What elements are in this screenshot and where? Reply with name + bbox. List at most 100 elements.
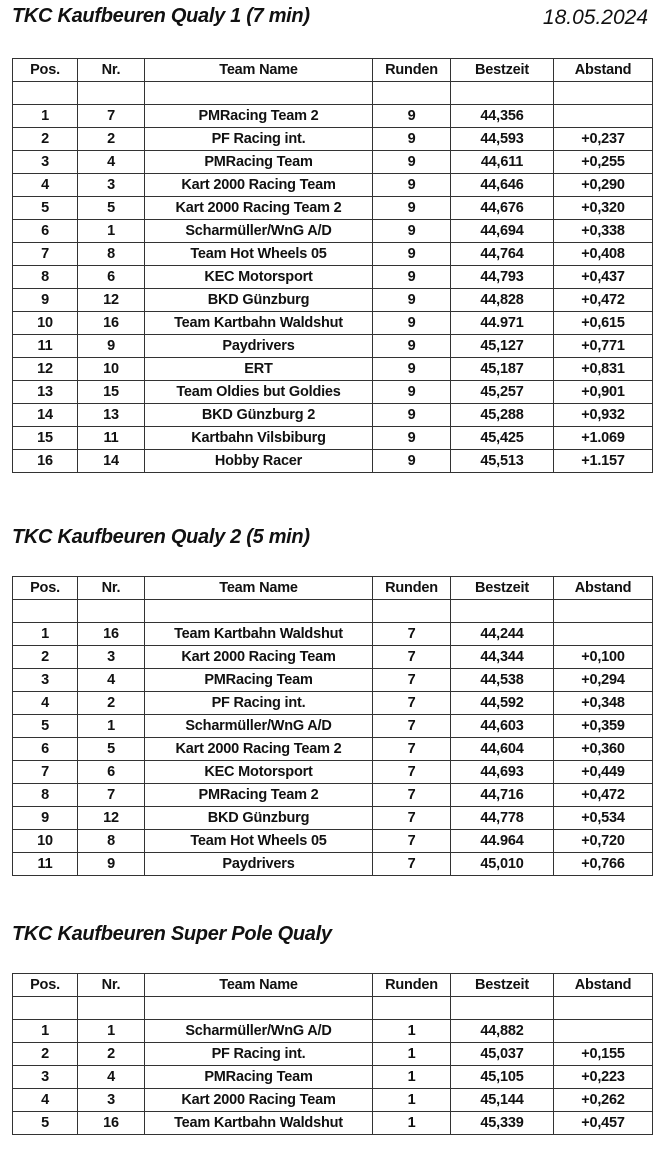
cell-pos: 16 (12, 449, 78, 473)
blank-cell (12, 81, 78, 105)
cell-pos: 3 (12, 1065, 78, 1089)
cell-nr: 16 (77, 1111, 145, 1135)
table-row: 12 10 ERT 9 45,187 +0,831 (12, 357, 653, 381)
cell-nr: 3 (77, 173, 145, 197)
cell-nr: 4 (77, 150, 145, 174)
cell-pos: 1 (12, 1019, 78, 1043)
cell-abstand: +0,720 (553, 829, 653, 853)
table-row: 14 13 BKD Günzburg 2 9 45,288 +0,932 (12, 403, 653, 427)
cell-nr: 10 (77, 357, 145, 381)
table-row: 3 4 PMRacing Team 7 44,538 +0,294 (12, 668, 653, 692)
cell-runden: 7 (372, 645, 451, 669)
column-header-nr: Nr. (77, 58, 145, 82)
cell-team-name: Scharmüller/WnG A/D (144, 219, 373, 243)
cell-team-name: PF Racing int. (144, 1042, 373, 1066)
cell-bestzeit: 44,676 (450, 196, 554, 220)
cell-bestzeit: 45,010 (450, 852, 554, 876)
blank-cell (144, 996, 373, 1020)
cell-bestzeit: 44,793 (450, 265, 554, 289)
cell-pos: 5 (12, 196, 78, 220)
cell-pos: 12 (12, 357, 78, 381)
cell-team-name: Kart 2000 Racing Team (144, 1088, 373, 1112)
cell-nr: 2 (77, 1042, 145, 1066)
cell-team-name: ERT (144, 357, 373, 381)
cell-bestzeit: 45,288 (450, 403, 554, 427)
table-row: 13 15 Team Oldies but Goldies 9 45,257 +0,901 (12, 380, 653, 404)
cell-bestzeit: 44,604 (450, 737, 554, 761)
cell-bestzeit: 44,592 (450, 691, 554, 715)
cell-abstand (553, 1019, 653, 1043)
blank-cell (77, 599, 145, 623)
cell-bestzeit: 44,694 (450, 219, 554, 243)
cell-bestzeit: 44,344 (450, 645, 554, 669)
cell-abstand (553, 104, 653, 128)
table-row: 5 1 Scharmüller/WnG A/D 7 44,603 +0,359 (12, 714, 653, 738)
column-header-abstand: Abstand (553, 973, 653, 997)
blank-cell (12, 996, 78, 1020)
cell-bestzeit: 44,593 (450, 127, 554, 151)
cell-abstand: +0,100 (553, 645, 653, 669)
cell-team-name: Team Kartbahn Waldshut (144, 1111, 373, 1135)
cell-pos: 2 (12, 645, 78, 669)
cell-abstand: +0,472 (553, 288, 653, 312)
cell-bestzeit: 44,538 (450, 668, 554, 692)
cell-abstand: +0,831 (553, 357, 653, 381)
table-row: 6 5 Kart 2000 Racing Team 2 7 44,604 +0,360 (12, 737, 653, 761)
cell-runden: 9 (372, 357, 451, 381)
cell-abstand: +0,223 (553, 1065, 653, 1089)
column-header-runden: Runden (372, 58, 451, 82)
cell-abstand: +0,901 (553, 380, 653, 404)
cell-team-name: PMRacing Team 2 (144, 783, 373, 807)
cell-team-name: BKD Günzburg (144, 806, 373, 830)
cell-pos: 13 (12, 380, 78, 404)
cell-abstand: +0,449 (553, 760, 653, 784)
table-row: 15 11 Kartbahn Vilsbiburg 9 45,425 +1.069 (12, 426, 653, 450)
cell-runden: 9 (372, 242, 451, 266)
cell-pos: 11 (12, 334, 78, 358)
table-row: 1 1 Scharmüller/WnG A/D 1 44,882 (12, 1019, 653, 1043)
column-header-bestzeit: Bestzeit (450, 973, 554, 997)
cell-team-name: Kart 2000 Racing Team 2 (144, 737, 373, 761)
blank-cell (372, 81, 451, 105)
cell-team-name: Scharmüller/WnG A/D (144, 1019, 373, 1043)
column-header-runden: Runden (372, 973, 451, 997)
cell-runden: 9 (372, 127, 451, 151)
cell-runden: 1 (372, 1111, 451, 1135)
cell-pos: 2 (12, 1042, 78, 1066)
cell-abstand: +0,360 (553, 737, 653, 761)
cell-abstand: +0,155 (553, 1042, 653, 1066)
cell-team-name: Team Hot Wheels 05 (144, 242, 373, 266)
blank-cell (12, 599, 78, 623)
cell-abstand: +0,338 (553, 219, 653, 243)
column-header-team-name: Team Name (144, 576, 373, 600)
table-row: 9 12 BKD Günzburg 9 44,828 +0,472 (12, 288, 653, 312)
cell-pos: 6 (12, 737, 78, 761)
cell-abstand (553, 622, 653, 646)
cell-team-name: Paydrivers (144, 334, 373, 358)
header-row: Pos. Nr. Team Name Runden Bestzeit Abstand (12, 58, 653, 82)
cell-team-name: Hobby Racer (144, 449, 373, 473)
cell-pos: 4 (12, 173, 78, 197)
cell-pos: 11 (12, 852, 78, 876)
cell-nr: 3 (77, 1088, 145, 1112)
cell-abstand: +0,534 (553, 806, 653, 830)
cell-team-name: KEC Motorsport (144, 760, 373, 784)
cell-bestzeit: 45,425 (450, 426, 554, 450)
cell-abstand: +0,237 (553, 127, 653, 151)
cell-bestzeit: 44.964 (450, 829, 554, 853)
cell-pos: 2 (12, 127, 78, 151)
cell-abstand: +0,348 (553, 691, 653, 715)
cell-runden: 9 (372, 173, 451, 197)
column-header-runden: Runden (372, 576, 451, 600)
cell-runden: 9 (372, 334, 451, 358)
cell-nr: 14 (77, 449, 145, 473)
cell-bestzeit: 45,037 (450, 1042, 554, 1066)
cell-nr: 11 (77, 426, 145, 450)
column-header-abstand: Abstand (553, 576, 653, 600)
table-row: 5 5 Kart 2000 Racing Team 2 9 44,676 +0,320 (12, 196, 653, 220)
column-header-bestzeit: Bestzeit (450, 576, 554, 600)
cell-team-name: BKD Günzburg 2 (144, 403, 373, 427)
table-row: 11 9 Paydrivers 9 45,127 +0,771 (12, 334, 653, 358)
cell-bestzeit: 44,603 (450, 714, 554, 738)
cell-runden: 9 (372, 311, 451, 335)
